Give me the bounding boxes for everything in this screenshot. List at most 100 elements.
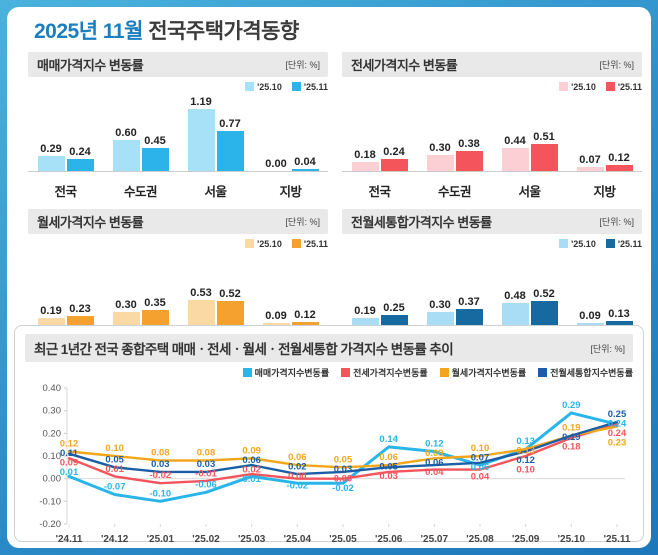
bar-value-label: 0.77 [219, 118, 241, 130]
bar-panel-header: 전세가격지수 변동률 [단위: %] [342, 52, 642, 77]
bar-value-label: 0.18 [354, 149, 376, 161]
x-tick-label: '25.02 [192, 534, 220, 545]
unit-label: [단위: %] [599, 60, 634, 70]
point-value-label: 0.08 [151, 448, 170, 459]
line-chart-header: 최근 1년간 전국 종합주택 매매ㆍ전세ㆍ월세ㆍ전월세통합 가격지수 변동률 추… [25, 334, 633, 362]
x-tick-label: '25.04 [284, 534, 312, 545]
point-value-label: 0.00 [334, 473, 353, 484]
legend-item: '25.10 [559, 238, 596, 249]
bar: 0.60 [112, 127, 140, 171]
page-title-subject: 전국주택가격동향 [148, 20, 299, 43]
point-value-label: 0.03 [334, 464, 353, 475]
point-value-label: 0.07 [471, 453, 490, 464]
bar: 0.52 [216, 288, 244, 328]
legend-item: '25.10 [245, 81, 282, 92]
bar-value-label: 0.19 [354, 305, 376, 317]
bar-group-서울: 0.44 0.51 [492, 131, 567, 171]
point-value-label: 0.19 [562, 432, 581, 443]
legend-label: '25.11 [303, 81, 328, 92]
point-value-label: 0.10 [516, 465, 535, 476]
legend-label: 전세가격지수변동률 [353, 368, 428, 378]
x-tick-label: '24.11 [56, 534, 83, 545]
point-value-label: 0.03 [197, 459, 216, 470]
point-value-label: -0.06 [195, 479, 217, 490]
legend-label: '25.11 [303, 238, 328, 249]
bar-panels-grid: 매매가격지수 변동률 [단위: %] '25.10 '25.11 0.29 0.24 0.6… [28, 52, 642, 357]
bar: 0.24 [380, 146, 408, 171]
bar: 0.44 [501, 135, 529, 171]
legend-swatch-icon [559, 82, 569, 91]
bar-panel-header: 매매가격지수 변동률 [단위: %] [28, 52, 328, 77]
bar-value-label: 0.24 [69, 146, 91, 158]
category-label-서울: 서울 [518, 185, 541, 199]
bar-panel-title: 전월세통합가격지수 변동률 [351, 215, 492, 230]
bar-group-수도권: 0.30 0.35 [103, 297, 178, 328]
bar-group-서울: 1.19 0.77 [178, 96, 253, 171]
x-tick-label: '24.12 [101, 534, 129, 545]
legend-label: '25.10 [257, 238, 282, 249]
bar-value-label: 0.09 [265, 310, 287, 322]
category-label-수도권: 수도권 [437, 185, 472, 199]
y-tick-label: 0.30 [43, 406, 62, 417]
baseline [342, 171, 642, 172]
point-value-label: 0.12 [516, 455, 535, 466]
legend-swatch-icon [242, 368, 252, 377]
bar: 0.25 [380, 302, 408, 328]
x-tick-label: '25.03 [238, 534, 266, 545]
bar: 0.19 [37, 305, 65, 328]
point-value-label: 0.14 [379, 434, 398, 445]
x-tick-label: '25.10 [558, 534, 586, 545]
y-tick-label: 0.00 [43, 474, 62, 485]
point-value-label: 0.01 [242, 474, 261, 485]
category-label-수도권: 수도권 [123, 185, 158, 199]
bar: 0.48 [501, 290, 529, 328]
bar: 0.30 [426, 142, 454, 171]
legend-swatch-icon [605, 239, 615, 248]
bar-value-label: 0.52 [219, 288, 241, 300]
bar: 0.07 [576, 154, 604, 171]
point-value-label: 0.10 [105, 443, 124, 454]
bar: 0.29 [37, 143, 65, 171]
legend-item: '25.10 [245, 238, 282, 249]
y-tick-label: 0.10 [43, 451, 62, 462]
legend-item: 매매가격지수변동률 [242, 367, 329, 378]
bar-group-서울: 0.53 0.52 [178, 287, 253, 328]
bar: 0.19 [351, 305, 379, 328]
legend-swatch-icon [245, 239, 255, 248]
point-value-label: 0.06 [471, 462, 490, 473]
bar-value-label: 0.60 [115, 127, 137, 139]
bar-value-label: 0.30 [115, 299, 137, 311]
point-value-label: -0.02 [332, 483, 354, 494]
point-value-label: 0.09 [425, 448, 444, 459]
y-tick-label: 0.20 [43, 428, 62, 439]
y-tick-label: -0.20 [39, 519, 61, 530]
bar-value-label: 0.19 [40, 305, 62, 317]
bar: 0.18 [351, 149, 379, 171]
bar-group-수도권: 0.30 0.37 [417, 296, 492, 328]
point-value-label: 0.05 [334, 454, 353, 465]
bar-group-지방: 0.07 0.12 [567, 152, 642, 171]
point-value-label: 0.03 [151, 459, 170, 470]
point-value-label: 0.02 [242, 464, 261, 475]
legend-label: '25.10 [257, 81, 282, 92]
legend-label: '25.11 [617, 81, 642, 92]
bar-group-전국: 0.29 0.24 [28, 143, 103, 171]
bar-plot-area: 0.29 0.24 0.60 0.45 1.19 0.77 0.00 0.04 [28, 96, 328, 172]
legend-item: '25.11 [291, 81, 328, 92]
bar: 0.51 [530, 131, 558, 171]
bar-panel-title: 매매가격지수 변동률 [37, 58, 144, 73]
legend-swatch-icon [538, 368, 548, 377]
bar-value-label: 0.12 [294, 309, 316, 321]
y-tick-label: -0.10 [39, 496, 61, 507]
point-value-label: 0.13 [516, 436, 535, 447]
line-chart-panel: 최근 1년간 전국 종합주택 매매ㆍ전세ㆍ월세ㆍ전월세통합 가격지수 변동률 추… [14, 325, 644, 545]
point-value-label: 0.12 [60, 438, 79, 449]
point-value-label: 0.23 [608, 438, 627, 449]
legend-label: 월세가격지수변동률 [451, 368, 527, 378]
bar-value-label: 0.13 [608, 308, 630, 320]
point-value-label: 0.12 [425, 438, 444, 449]
bar: 1.19 [187, 96, 215, 171]
legend-label: '25.10 [571, 81, 596, 92]
point-value-label: 0.09 [60, 457, 79, 468]
bar-value-label: 0.38 [458, 138, 480, 150]
